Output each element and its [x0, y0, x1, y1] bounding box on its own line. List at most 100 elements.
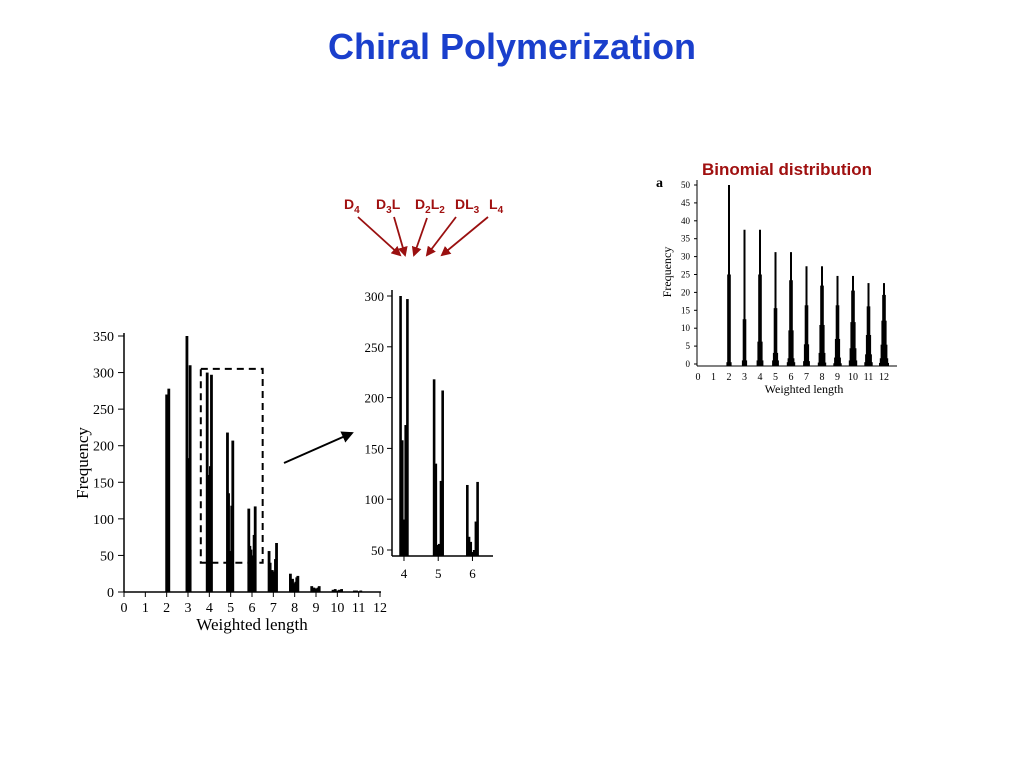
isomer-label-l4: L4: [489, 196, 504, 216]
binomial-bar: [818, 352, 826, 366]
binomial-x-tick-label: 10: [848, 372, 858, 383]
main-x-tick-label: 5: [227, 601, 234, 616]
binomial-bar: [786, 362, 796, 366]
binomial-y-tick-label: 20: [681, 287, 691, 297]
isomer-arrows: [357, 216, 489, 257]
binomial-bar: [788, 330, 794, 366]
binomial-bar: [758, 274, 762, 366]
isomer-label-d4: D4: [344, 196, 360, 216]
zoom-bar: [432, 379, 436, 556]
zoom-bar: [400, 440, 404, 556]
zoom-bar: [406, 299, 409, 556]
binomial-bar: [864, 362, 873, 366]
main-y-tick-label: 100: [93, 513, 114, 528]
main-x-tick-label: 3: [185, 601, 192, 616]
arrow-d4: [357, 216, 402, 257]
binomial-bar: [803, 361, 810, 366]
binomial-y-tick-label: 10: [681, 323, 691, 333]
zoom-y-tick-label: 300: [365, 289, 385, 304]
binomial-y-tick-label: 0: [686, 359, 691, 369]
binomial-bar: [865, 354, 872, 366]
isomer-label-d2l2: D2L2: [415, 196, 445, 216]
zoom-bar: [469, 541, 473, 556]
main-bars: [165, 336, 363, 592]
zoom-bar: [471, 552, 474, 556]
binomial-bar: [756, 360, 764, 366]
zoom-bar: [441, 390, 444, 556]
binomial-bar: [803, 344, 810, 366]
binomial-bar: [772, 352, 779, 366]
main-x-label: Weighted length: [196, 615, 308, 634]
zoom-bar: [476, 481, 479, 556]
zoom-bar: [472, 550, 476, 556]
binomial-bar: [742, 319, 747, 366]
main-bar: [331, 589, 335, 592]
binomial-bar: [850, 322, 856, 366]
main-bar: [227, 493, 230, 592]
main-x-tick-label: 12: [373, 601, 387, 616]
zoom-y-tick-label: 50: [371, 543, 384, 558]
main-y-tick-label: 150: [93, 476, 114, 491]
arrow-d2l2: [411, 217, 428, 257]
binomial-panel-label: a: [656, 176, 663, 191]
main-x-tick-label: 7: [270, 601, 277, 616]
binomial-y-tick-label: 25: [681, 270, 691, 280]
binomial-bar: [849, 348, 857, 366]
binomial-y-tick-label: 35: [681, 234, 691, 244]
binomial-bar: [757, 341, 763, 366]
binomial-bar: [819, 324, 825, 366]
binomial-bar: [726, 362, 732, 366]
isomer-label-d3l: D3L: [376, 196, 401, 216]
main-y-tick-label: 350: [93, 330, 114, 345]
zoom-bar: [434, 463, 438, 556]
binomial-x-tick-label: 6: [789, 372, 794, 383]
binomial-bar: [743, 229, 746, 366]
zoom-x-tick-label: 6: [469, 566, 476, 581]
zoom-x-tick-label: 4: [401, 566, 408, 581]
binomial-y-label: Frequency: [660, 247, 674, 298]
main-x-ticks: 0 1 2 3 4 5 6 7 8 9 10 11 12: [121, 592, 387, 616]
binomial-y-tick-label: 30: [681, 252, 691, 262]
main-x-tick-label: 11: [352, 601, 365, 616]
main-x-tick-label: 4: [206, 601, 213, 616]
binomial-bar: [833, 363, 842, 366]
binomial-bar: [865, 335, 872, 366]
main-y-label: Frequency: [73, 427, 92, 499]
main-bar: [167, 388, 171, 592]
main-x-tick-label: 2: [163, 601, 170, 616]
binomial-bar: [834, 338, 841, 366]
binomial-x-tick-label: 7: [804, 372, 809, 383]
main-bar: [231, 440, 235, 592]
binomial-x-tick-label: 0: [696, 372, 701, 383]
binomial-bar: [789, 280, 793, 366]
arrow-dl3: [425, 216, 457, 257]
main-bar: [340, 589, 343, 592]
main-x-tick-label: 9: [313, 601, 320, 616]
binomial-bars: [726, 185, 889, 366]
main-x-tick-label: 10: [330, 601, 344, 616]
isomer-label-dl3: DL3: [455, 196, 480, 216]
zoom-y-tick-label: 100: [365, 492, 385, 507]
zoom-y-tick-label: 250: [365, 340, 385, 355]
zoom-bars: [399, 296, 479, 556]
binomial-bar: [804, 305, 809, 366]
binomial-bar: [727, 274, 731, 366]
zoom-y-ticks: 50 100 150 200 250 300: [365, 289, 392, 558]
zoom-bar: [399, 296, 402, 556]
binomial-histogram: a 0 1 2 3 4 5 6 7 8 9 10 11 12 05101520253035404550 …: [656, 176, 897, 396]
main-bar: [210, 374, 213, 592]
zoom-bar: [404, 425, 407, 556]
binomial-x-tick-label: 12: [879, 372, 889, 383]
zoom-bar: [466, 484, 469, 556]
main-y-tick-label: 0: [107, 586, 114, 601]
binomial-x-ticks: 0 1 2 3 4 5 6 7 8 9 10 11 12: [696, 372, 890, 383]
zoom-x-ticks: 4 5 6: [401, 556, 476, 581]
zoom-bar: [467, 536, 471, 556]
zoom-histogram: 4 5 6 50 100 150 200 250 300: [365, 289, 493, 581]
arrow-d3l: [393, 216, 408, 257]
main-bar: [338, 589, 341, 592]
binomial-bar: [835, 305, 840, 366]
binomial-x-tick-label: 2: [727, 372, 732, 383]
binomial-y-tick-label: 40: [681, 216, 691, 226]
